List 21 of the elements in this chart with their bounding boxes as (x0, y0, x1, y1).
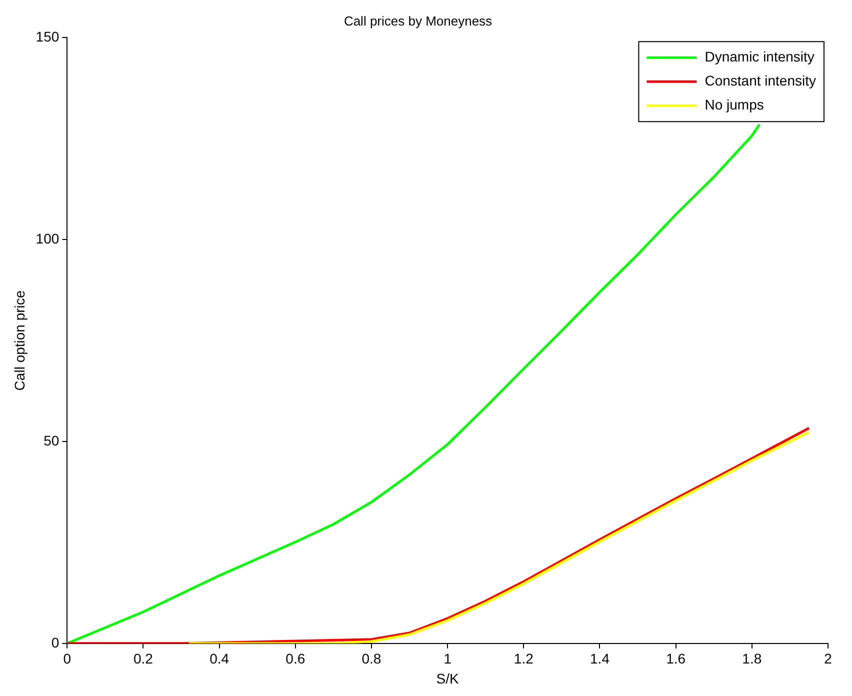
y-tick-label: 150 (36, 28, 60, 44)
x-tick-label: 1.2 (514, 650, 534, 667)
legend-label: No jumps (704, 96, 764, 112)
x-tick-label: 0 (63, 650, 72, 667)
y-tick-label: 100 (36, 230, 60, 246)
x-tick-label: 1.8 (742, 650, 762, 667)
chart-title: Call prices by Moneyness (344, 13, 493, 28)
x-tick-label: 0.4 (210, 650, 230, 667)
x-axis-title: S/K (436, 670, 460, 686)
x-tick-label: 1.6 (666, 650, 686, 667)
y-axis-title: Call option price (11, 290, 28, 391)
legend-label: Constant intensity (704, 72, 816, 88)
y-tick-label: 0 (51, 634, 60, 650)
x-tick-label: 1 (444, 650, 452, 667)
x-tick-label: 0.2 (134, 650, 154, 667)
x-tick-label: 1.4 (590, 650, 610, 667)
x-tick-label: 0.6 (286, 650, 306, 667)
y-tick-label: 50 (44, 432, 60, 448)
x-tick-label: 2 (824, 650, 832, 667)
legend-label: Dynamic intensity (704, 48, 814, 64)
x-tick-label: 0.8 (362, 650, 382, 667)
